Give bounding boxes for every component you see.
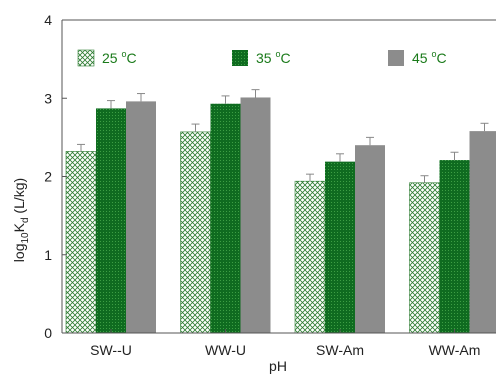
bar-ww-am-series-1 — [409, 182, 440, 334]
error-bar — [336, 153, 344, 162]
legend-swatch — [388, 50, 404, 66]
error-bar — [221, 95, 230, 104]
bar-ww-u-series-2 — [210, 103, 241, 333]
y-tick-label: 4 — [44, 12, 52, 28]
bar-sw-u-series-3 — [126, 101, 156, 333]
x-category-label: SW-Am — [316, 342, 364, 358]
error-bar — [420, 175, 429, 183]
legend-label: 25 oC — [102, 49, 137, 66]
legend-swatch — [77, 49, 95, 67]
y-tick-label: 2 — [44, 169, 52, 185]
legend-label: 45 oC — [412, 49, 447, 66]
error-bar — [306, 173, 314, 182]
bar-sw-am-series-2 — [325, 161, 355, 333]
x-category-label: WW-Am — [429, 342, 481, 358]
error-bar — [251, 89, 260, 98]
bar-ww-am-series-2 — [439, 160, 470, 333]
bar-ww-u-series-3 — [240, 97, 271, 333]
y-tick-label: 1 — [44, 247, 52, 263]
error-bars — [77, 89, 489, 183]
error-bar — [480, 122, 489, 132]
legend-label: 35 oC — [256, 49, 291, 66]
error-bar — [450, 151, 459, 161]
error-bar — [366, 136, 374, 146]
x-category-label: WW-U — [205, 342, 246, 358]
error-bar — [191, 123, 200, 132]
legend-item: 35 oC — [232, 49, 291, 66]
bars — [65, 97, 496, 334]
bar-ww-am-series-3 — [469, 131, 496, 333]
y-axis-label-unit: (L/kg) — [11, 178, 27, 218]
y-axis-ticks: 0 1 2 3 4 — [44, 12, 67, 341]
y-axis-label-k: K — [11, 222, 27, 232]
y-tick-label: 0 — [44, 325, 52, 341]
bar-sw-am-series-1 — [294, 180, 326, 334]
legend-swatch — [232, 50, 248, 66]
y-axis-label: log10Kd (L/kg) — [11, 178, 31, 262]
y-axis-label-subd: d — [20, 217, 31, 223]
legend: 25 oC 35 oC 45 oC — [77, 49, 447, 67]
bar-sw-u-series-2 — [96, 108, 126, 333]
y-axis-label-log: log — [11, 244, 27, 263]
legend-item: 25 oC — [77, 49, 137, 67]
y-axis-label-sub10: 10 — [20, 232, 31, 244]
error-bar — [107, 100, 115, 109]
x-axis-label: pH — [269, 358, 287, 374]
bar-sw-u-series-1 — [65, 151, 97, 334]
bar-sw-am-series-3 — [355, 145, 385, 333]
bar-ww-u-series-1 — [180, 131, 211, 334]
x-axis-categories: SW--U WW-U SW-Am WW-Am — [90, 329, 480, 358]
legend-item: 45 oC — [388, 49, 447, 66]
x-category-label: SW--U — [90, 342, 132, 358]
error-bar — [77, 143, 85, 152]
error-bar — [137, 93, 145, 102]
y-tick-label: 3 — [44, 90, 52, 106]
